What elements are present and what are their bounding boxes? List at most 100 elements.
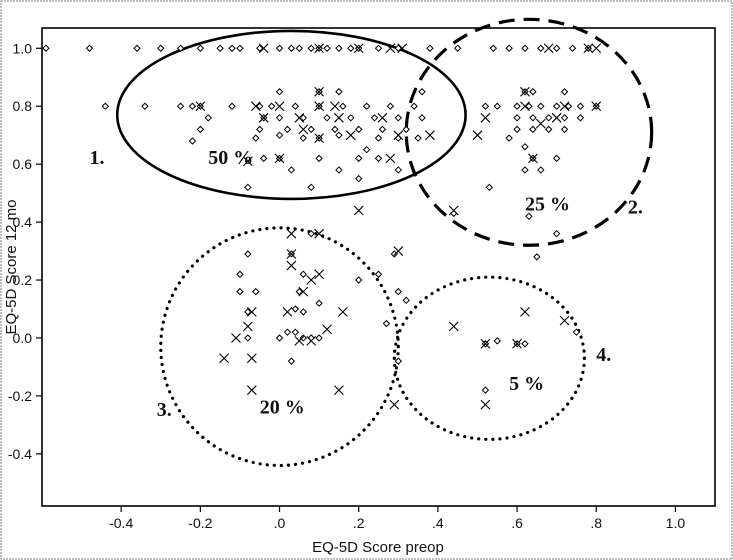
cross-point: [543, 43, 554, 54]
cross-point: [559, 101, 570, 112]
diamond-point: [402, 296, 410, 305]
cross-point: [242, 321, 253, 332]
diamond-point: [267, 102, 276, 110]
diamond-point: [283, 328, 292, 336]
diamond-point: [335, 131, 343, 139]
diamond-point: [374, 154, 383, 163]
cross-point: [246, 353, 257, 364]
cross-point: [591, 43, 602, 54]
diamond-point: [315, 299, 323, 307]
cross-point: [337, 307, 348, 317]
plot-area: [41, 27, 716, 507]
diamond-point: [196, 44, 205, 52]
cross-point: [385, 153, 396, 164]
diamond-point: [545, 114, 553, 122]
diamond-point: [204, 114, 212, 122]
diamond-point: [295, 44, 304, 52]
cross-point: [393, 130, 404, 141]
cross-point: [353, 205, 364, 216]
diamond-point: [576, 114, 585, 122]
diamond-point: [157, 44, 165, 52]
x-tick-label: .8: [590, 515, 602, 531]
region-ellipse-4: [392, 275, 586, 441]
diamond-point: [323, 114, 331, 122]
cross-point: [298, 124, 309, 135]
diamond-point: [307, 44, 315, 52]
diamond-point: [291, 102, 300, 110]
cross-point: [334, 385, 344, 396]
cross-point: [528, 153, 538, 164]
diamond-point: [513, 114, 521, 122]
diamond-point: [244, 250, 252, 258]
diamond-point: [394, 357, 403, 365]
x-tick-label: -0.4: [109, 515, 133, 531]
diamond-point: [374, 134, 383, 142]
diamond-point: [307, 125, 315, 134]
diamond-point: [394, 166, 403, 174]
cross-point: [286, 228, 297, 239]
diamond-point: [505, 134, 513, 142]
y-tick-label: 0.2: [13, 272, 33, 288]
diamond-point: [133, 44, 141, 52]
diamond-point: [529, 114, 537, 122]
cross-point: [389, 399, 400, 410]
cross-point: [397, 43, 408, 54]
diamond-point: [537, 166, 545, 174]
diamond-point: [568, 44, 577, 52]
diamond-point: [402, 125, 410, 134]
diamond-point: [521, 143, 529, 151]
cross-point: [520, 307, 530, 317]
diamond-point: [505, 44, 513, 52]
diamond-point: [453, 44, 462, 52]
diamond-point: [287, 357, 296, 365]
x-tick-label: -0.2: [188, 515, 212, 531]
cross-point: [330, 101, 340, 112]
diamond-point: [414, 134, 422, 142]
diamond-point: [418, 114, 426, 122]
diamond-point: [283, 125, 292, 134]
diamond-point: [354, 125, 363, 134]
diamond-point: [307, 183, 315, 192]
diamond-point: [299, 114, 307, 122]
diamond-point: [299, 308, 307, 316]
region-ellipse-1: [115, 29, 467, 201]
diamond-point: [287, 44, 296, 52]
cross-point: [535, 118, 546, 129]
diamond-point: [394, 44, 403, 52]
diamond-point: [481, 102, 490, 110]
diamond-point: [216, 44, 224, 52]
diamond-point: [299, 134, 307, 142]
cross-point: [306, 335, 317, 346]
diamond-point: [176, 102, 185, 110]
diamond-point: [560, 125, 569, 134]
cross-point: [520, 101, 530, 112]
diamond-point: [141, 102, 149, 110]
x-tick-label: .4: [432, 515, 444, 531]
cross-point: [322, 324, 332, 335]
diamond-point: [236, 44, 244, 52]
region-ellipse-3: [159, 226, 400, 468]
diamond-point: [354, 276, 363, 284]
cross-point: [393, 246, 404, 256]
data-points: [42, 43, 602, 410]
diamond-point: [537, 102, 545, 110]
annotation-label: 1.: [90, 147, 105, 169]
diamond-point: [287, 166, 296, 174]
diamond-point: [374, 44, 383, 52]
diamond-point: [339, 102, 347, 110]
diamond-point: [244, 308, 252, 316]
diamond-point: [299, 270, 307, 278]
diamond-point: [275, 131, 284, 139]
y-tick-label: 1.0: [13, 40, 33, 56]
cross-point: [520, 86, 530, 97]
cross-point: [306, 275, 317, 285]
diamond-point: [537, 44, 545, 52]
diamond-point: [481, 386, 490, 394]
annotation-label: 2.: [628, 196, 643, 218]
diamond-point: [307, 229, 315, 238]
diamond-point: [252, 134, 260, 142]
annotation-label: 5 %: [509, 373, 544, 395]
diamond-point: [259, 154, 268, 163]
diamond-point: [176, 44, 185, 52]
